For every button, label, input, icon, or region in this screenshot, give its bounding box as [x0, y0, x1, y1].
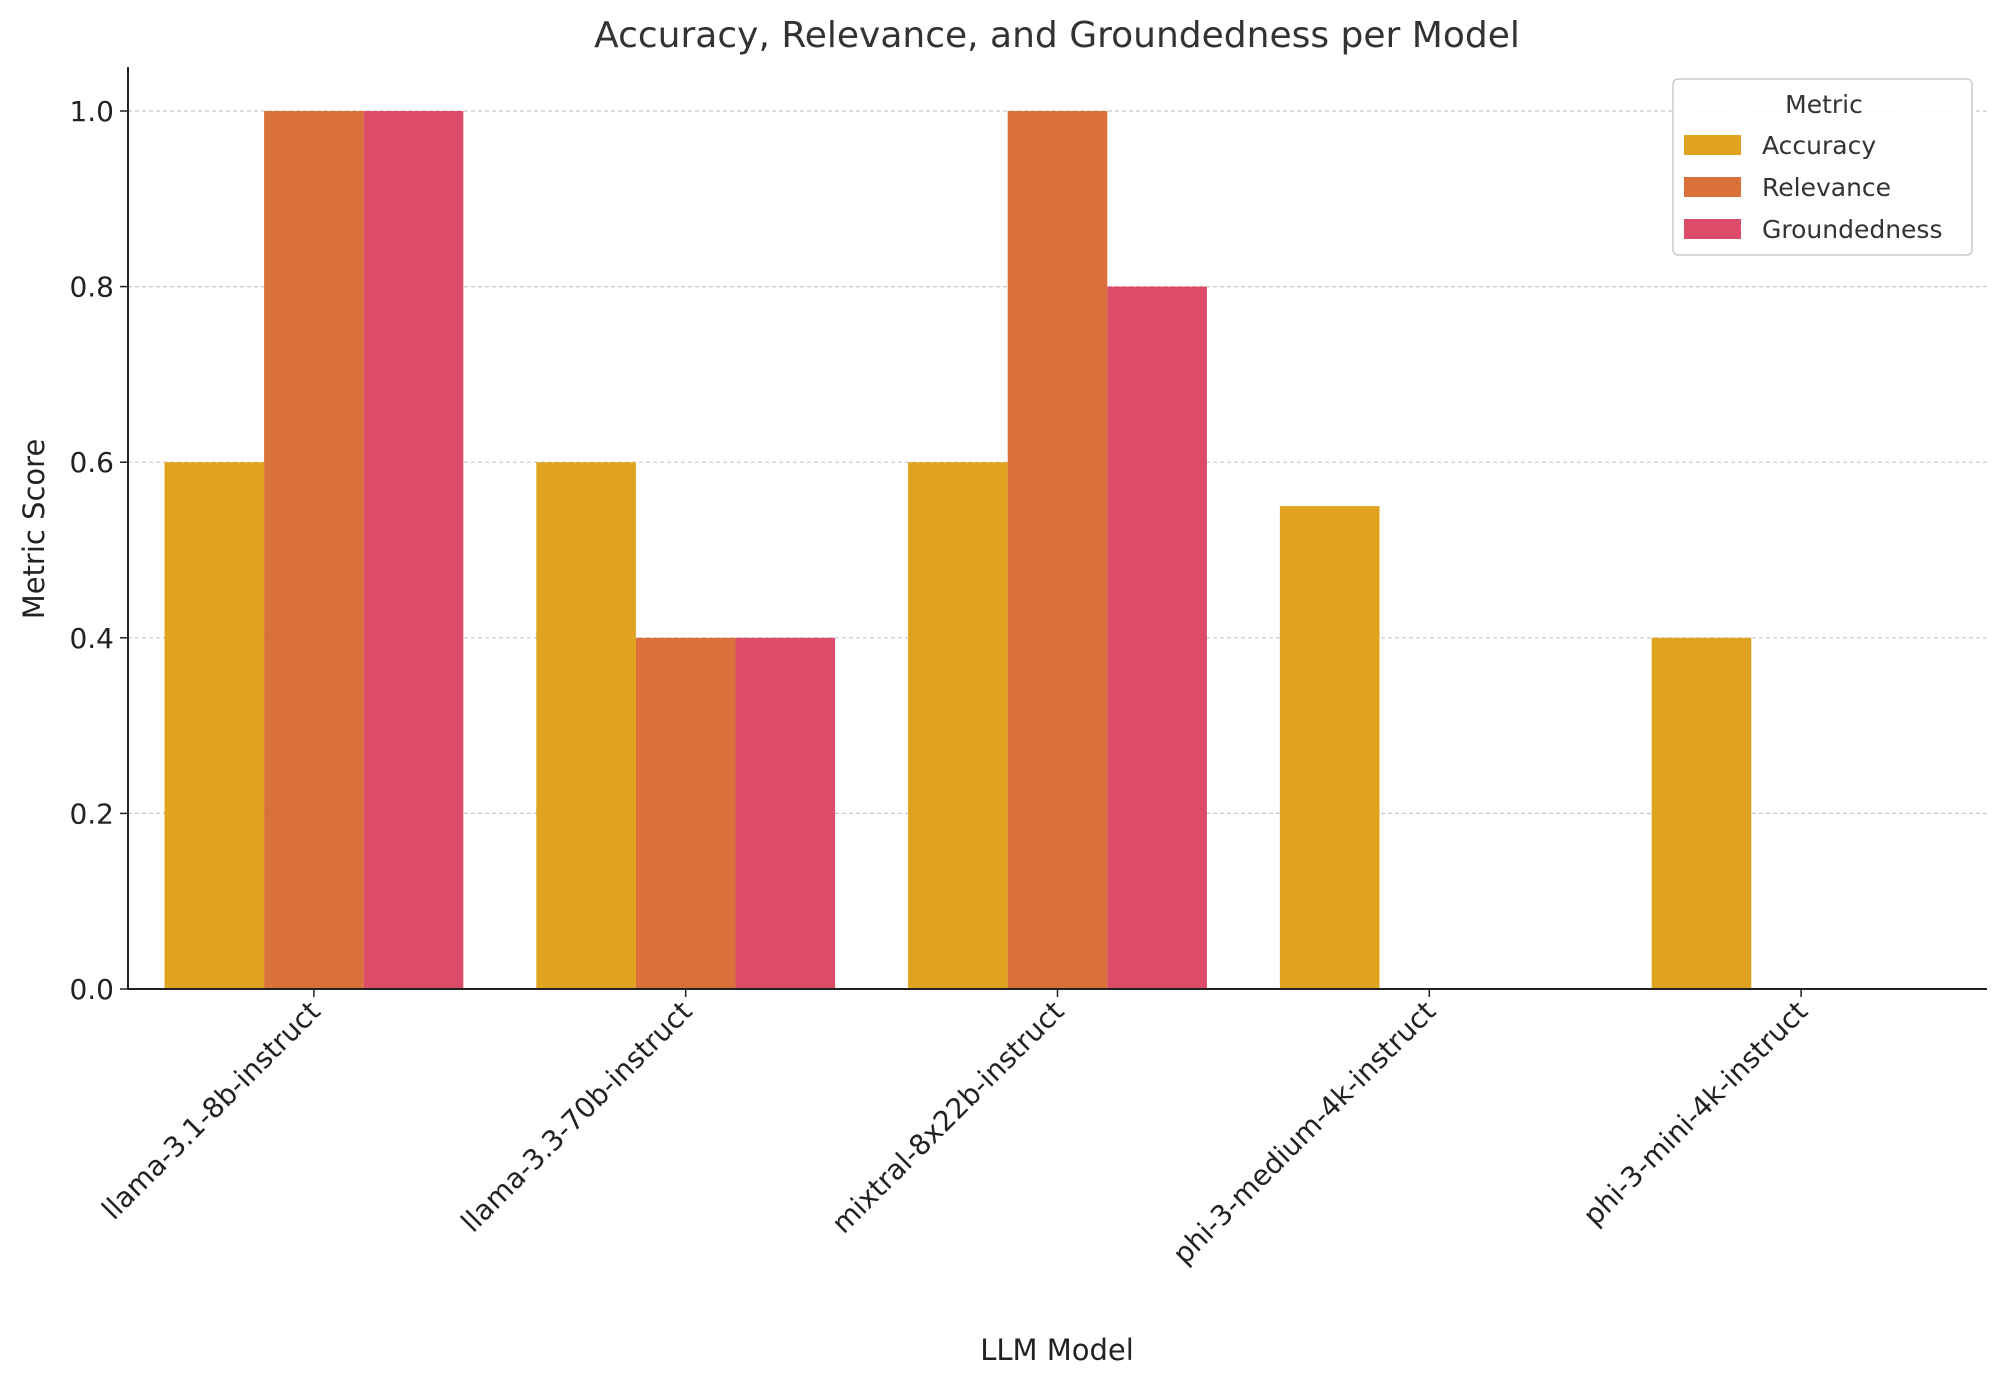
y-tick-label: 0.2	[69, 797, 114, 830]
y-tick-label: 0.8	[69, 271, 114, 304]
legend-label-relevance: Relevance	[1762, 173, 1891, 202]
y-tick-label: 1.0	[69, 95, 114, 128]
legend-label-accuracy: Accuracy	[1762, 131, 1876, 160]
bar-groundedness	[1107, 286, 1207, 990]
x-tick-label: phi-3-medium-4k-instruct	[1166, 995, 1442, 1271]
x-tick-label: llama-3.1-8b-instruct	[95, 995, 326, 1226]
bar-accuracy	[908, 462, 1008, 989]
bar-relevance	[264, 111, 364, 989]
bars	[164, 111, 1752, 990]
legend-label-groundedness: Groundedness	[1762, 215, 1942, 244]
x-axis-label: LLM Model	[980, 1333, 1134, 1367]
y-axis-label: Metric Score	[17, 439, 51, 620]
legend-title: Metric	[1785, 90, 1863, 119]
bar-relevance	[635, 637, 736, 989]
chart-title: Accuracy, Relevance, and Groundedness pe…	[594, 15, 1520, 56]
bar-accuracy	[536, 462, 636, 989]
legend-swatch-relevance	[1684, 177, 1741, 197]
x-tick-label: mixtral-8x22b-instruct	[825, 995, 1070, 1240]
bar-groundedness	[363, 111, 464, 989]
bar-accuracy	[1279, 506, 1380, 989]
bar-accuracy	[164, 462, 265, 989]
bar-groundedness	[735, 637, 836, 989]
legend-box	[1672, 78, 1973, 256]
x-tick-label: llama-3.3-70b-instruct	[455, 995, 699, 1239]
legend-swatch-groundedness	[1684, 219, 1741, 239]
bar-relevance	[1007, 111, 1108, 989]
bar-accuracy	[1651, 637, 1752, 989]
legend-swatch-accuracy	[1684, 135, 1741, 155]
x-tick-label: phi-3-mini-4k-instruct	[1577, 995, 1815, 1233]
y-tick-label: 0.0	[69, 973, 114, 1006]
y-tick-label: 0.6	[69, 446, 114, 479]
legend: Metric Accuracy Relevance Groundedness	[1672, 78, 1973, 256]
y-tick-label: 0.4	[69, 622, 114, 655]
